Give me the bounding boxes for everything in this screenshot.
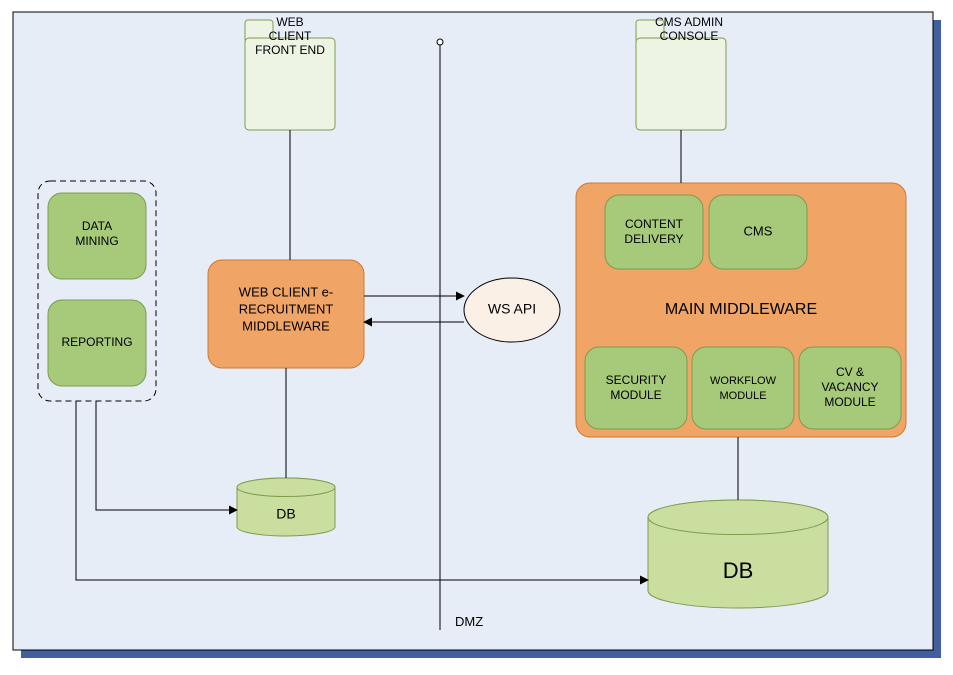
svg-text:DMZ: DMZ — [455, 614, 483, 629]
svg-text:CONSOLE: CONSOLE — [660, 29, 719, 43]
svg-text:DELIVERY: DELIVERY — [624, 232, 683, 246]
architecture-diagram: DMZ MAIN MIDDLEWARE CONTENTDELIVERY CMS SECU… — [0, 0, 953, 675]
svg-text:MODULE: MODULE — [719, 390, 766, 402]
svg-text:VACANCY: VACANCY — [821, 380, 878, 394]
svg-text:CONTENT: CONTENT — [625, 217, 684, 231]
svg-text:WEB CLIENT e-: WEB CLIENT e- — [239, 284, 333, 299]
svg-text:WS API: WS API — [488, 301, 536, 317]
node-ws_api: WS API — [464, 278, 560, 342]
node-content_delivery: CONTENTDELIVERY — [605, 195, 703, 269]
svg-text:CMS ADMIN: CMS ADMIN — [655, 15, 723, 29]
node-security_module: SECURITYMODULE — [585, 347, 687, 429]
svg-text:MIDDLEWARE: MIDDLEWARE — [242, 318, 330, 333]
svg-text:MINING: MINING — [75, 234, 118, 248]
node-db_right: DB — [648, 500, 828, 608]
node-workflow_module: WORKFLOW MODULE — [692, 347, 794, 429]
node-reporting: REPORTING — [48, 300, 146, 386]
svg-text:WEB: WEB — [276, 15, 303, 29]
node-web_client_middleware: WEB CLIENT e- RECRUITMENT MIDDLEWARE — [208, 260, 364, 368]
node-db_left: DB — [237, 478, 335, 536]
svg-text:RECRUITMENT: RECRUITMENT — [239, 301, 334, 316]
svg-text:CLIENT: CLIENT — [269, 29, 312, 43]
svg-text:DB: DB — [723, 558, 754, 583]
svg-text:MODULE: MODULE — [610, 388, 661, 402]
svg-text:FRONT END: FRONT END — [255, 43, 325, 57]
svg-text:MAIN MIDDLEWARE: MAIN MIDDLEWARE — [665, 301, 817, 318]
svg-text:CV &: CV & — [836, 365, 864, 379]
svg-text:MODULE: MODULE — [824, 395, 875, 409]
svg-text:WORKFLOW: WORKFLOW — [710, 375, 777, 387]
node-cms: CMS — [709, 195, 807, 269]
svg-text:CMS: CMS — [744, 223, 773, 238]
svg-text:DB: DB — [276, 506, 295, 522]
svg-text:REPORTING: REPORTING — [61, 335, 132, 349]
node-cms_admin_console: CMS ADMINCONSOLE — [636, 15, 726, 130]
node-cv_vacancy_module: CV &VACANCYMODULE — [799, 347, 901, 429]
node-data_mining: DATAMINING — [48, 193, 146, 279]
svg-text:DATA: DATA — [82, 219, 112, 233]
svg-text:SECURITY: SECURITY — [606, 373, 667, 387]
